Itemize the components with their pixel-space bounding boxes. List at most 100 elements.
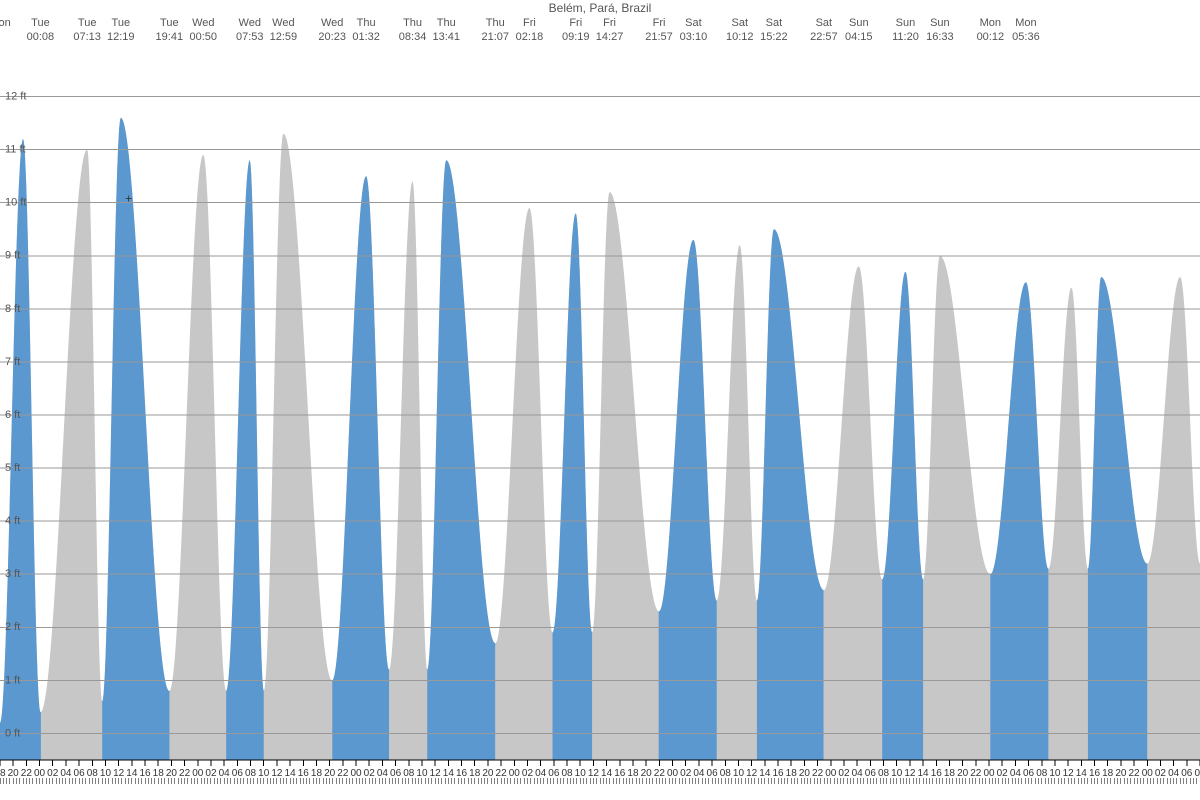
x-tick-label: 10 — [891, 768, 903, 779]
x-tick-label: 06 — [865, 768, 877, 779]
x-tick-label: 00 — [350, 768, 362, 779]
x-tick-label: 02 — [1155, 768, 1167, 779]
y-tick-label: 6 ft — [5, 409, 20, 421]
x-tick-label: 18 — [469, 768, 481, 779]
x-tick-label: 12 — [588, 768, 600, 779]
header-day: Fri — [603, 17, 616, 29]
x-tick-label: 02 — [838, 768, 850, 779]
x-tick-label: 22 — [970, 768, 982, 779]
y-tick-label: 7 ft — [5, 356, 20, 368]
x-tick-label: 04 — [535, 768, 547, 779]
x-tick-label: 16 — [931, 768, 943, 779]
header-day: Thu — [486, 17, 505, 29]
x-tick-label: 08 — [720, 768, 732, 779]
x-tick-label: 00 — [667, 768, 679, 779]
tide-chart: 0 ft1 ft2 ft3 ft4 ft5 ft6 ft7 ft8 ft9 ft… — [0, 0, 1200, 800]
x-tick-label: 06 — [390, 768, 402, 779]
marker-plus: + — [125, 192, 132, 206]
x-tick-label: 12 — [113, 768, 125, 779]
header-time: 12:19 — [107, 31, 135, 43]
x-tick-label: 02 — [205, 768, 217, 779]
x-tick-label: 18 — [0, 768, 6, 779]
header-time: 00:50 — [190, 31, 218, 43]
x-tick-label: 12 — [430, 768, 442, 779]
x-tick-label: 16 — [139, 768, 151, 779]
header-time: 00:12 — [977, 31, 1005, 43]
header-time: 02:18 — [516, 31, 544, 43]
x-tick-label: 10 — [1049, 768, 1061, 779]
tide-area-blue — [102, 118, 169, 760]
x-tick-label: 22 — [812, 768, 824, 779]
header-day: Fri — [523, 17, 536, 29]
x-tick-label: 06 — [707, 768, 719, 779]
x-tick-label: 18 — [1102, 768, 1114, 779]
x-tick-label: 10 — [575, 768, 587, 779]
x-tick-label: 22 — [21, 768, 33, 779]
x-tick-label: 04 — [1010, 768, 1022, 779]
header-time: 20:23 — [318, 31, 346, 43]
header-time: 22:57 — [810, 31, 838, 43]
x-tick-label: 12 — [271, 768, 283, 779]
header-day: Mon — [980, 17, 1001, 29]
header-time: 12:59 — [270, 31, 298, 43]
header-time: 21:07 — [482, 31, 510, 43]
x-tick-label: 22 — [179, 768, 191, 779]
x-tick-label: 12 — [1063, 768, 1075, 779]
x-tick-label: 12 — [746, 768, 758, 779]
header-day: Sun — [930, 17, 950, 29]
tide-area-blue — [659, 240, 717, 760]
x-tick-label: 14 — [601, 768, 613, 779]
x-tick-label: 18 — [786, 768, 798, 779]
x-tick-label: 14 — [759, 768, 771, 779]
header-time: 14:27 — [596, 31, 624, 43]
x-tick-label: 14 — [126, 768, 138, 779]
header-day: Fri — [569, 17, 582, 29]
header-day: Tue — [160, 17, 179, 29]
x-tick-label: 02 — [680, 768, 692, 779]
x-tick-label: 08 — [561, 768, 573, 779]
header-day: Sat — [766, 17, 783, 29]
x-tick-label: 20 — [166, 768, 178, 779]
tide-area-blue — [226, 160, 264, 760]
header-time: 01:32 — [352, 31, 380, 43]
x-tick-label: 20 — [8, 768, 20, 779]
header-day: Mon — [1015, 17, 1036, 29]
tide-area-blue — [882, 272, 923, 760]
header-day: Mon — [0, 17, 11, 29]
x-tick-label: 00 — [192, 768, 204, 779]
x-tick-label: 22 — [1129, 768, 1141, 779]
x-tick-label: 04 — [693, 768, 705, 779]
x-tick-label: 08 — [878, 768, 890, 779]
header-day: Thu — [357, 17, 376, 29]
header-time: 08:34 — [399, 31, 427, 43]
x-tick-label: 20 — [324, 768, 336, 779]
x-tick-label: 22 — [337, 768, 349, 779]
x-tick-label: 04 — [219, 768, 231, 779]
chart-title: Belém, Pará, Brazil — [549, 1, 652, 15]
tide-area-blue — [427, 160, 495, 760]
x-tick-label: 22 — [654, 768, 666, 779]
x-tick-label: 04 — [60, 768, 72, 779]
x-tick-label: 00 — [825, 768, 837, 779]
header-day: Tue — [112, 17, 131, 29]
x-tick-label: 00 — [983, 768, 995, 779]
x-tick-label: 02 — [522, 768, 534, 779]
header-day: Wed — [239, 17, 261, 29]
tide-area-blue — [0, 139, 41, 760]
x-tick-label: 16 — [772, 768, 784, 779]
header-day: Sat — [685, 17, 702, 29]
x-tick-label: 00 — [1142, 768, 1154, 779]
header-time: 07:53 — [236, 31, 264, 43]
x-tick-label: 18 — [944, 768, 956, 779]
y-tick-label: 10 ft — [5, 197, 26, 209]
header-day: Tue — [31, 17, 50, 29]
x-tick-label: 06 — [232, 768, 244, 779]
header-time: 21:57 — [645, 31, 673, 43]
y-tick-label: 9 ft — [5, 250, 20, 262]
x-tick-label: 04 — [852, 768, 864, 779]
x-tick-label: 04 — [377, 768, 389, 779]
x-tick-label: 20 — [957, 768, 969, 779]
y-tick-label: 12 ft — [5, 90, 26, 102]
x-tick-label: 06 — [74, 768, 86, 779]
x-tick-label: 02 — [364, 768, 376, 779]
